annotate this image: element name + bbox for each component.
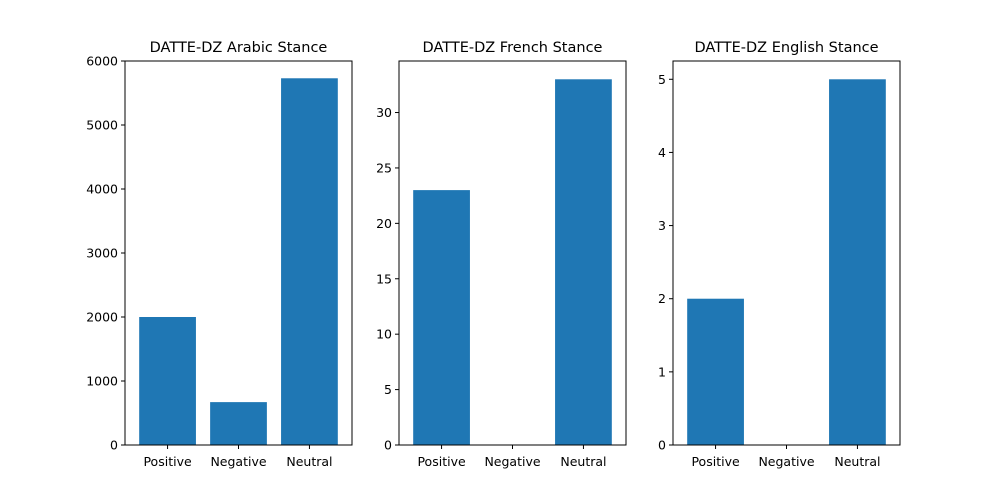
axes-frame xyxy=(398,60,627,446)
x-tick-label: Negative xyxy=(758,454,814,469)
x-tick-label: Positive xyxy=(691,454,739,469)
y-tick-label: 3 xyxy=(658,218,666,233)
y-tick-label: 0 xyxy=(658,438,666,453)
y-tick-label: 2000 xyxy=(86,310,118,325)
chart-french: Positive Negative Neutral 0 5 10 15 20 25 30 DATTE… xyxy=(376,40,627,469)
axes-frame xyxy=(672,60,901,446)
y-tick-label: 4000 xyxy=(86,182,118,197)
x-tick-label: Positive xyxy=(143,454,191,469)
bar-neutral xyxy=(555,79,612,445)
y-tick-label: 0 xyxy=(110,438,118,453)
y-tick-label: 20 xyxy=(376,216,392,231)
x-tick-label: Neutral xyxy=(286,454,332,469)
y-tick-label: 5000 xyxy=(86,118,118,133)
y-tick-label: 1 xyxy=(658,364,666,379)
x-tick-label: Positive xyxy=(417,454,465,469)
bar-positive xyxy=(139,317,196,445)
bar-neutral xyxy=(281,78,338,445)
y-tick-label: 10 xyxy=(376,327,392,342)
y-tick-label: 3000 xyxy=(86,246,118,261)
y-tick-label: 5 xyxy=(384,382,392,397)
chart-title: DATTE-DZ French Stance xyxy=(423,40,603,56)
x-tick-label: Negative xyxy=(210,454,266,469)
chart-arabic: Positive Negative Neutral 0 1000 2000 3000 4000… xyxy=(86,40,353,469)
y-tick-label: 4 xyxy=(658,145,666,160)
y-tick-label: 1000 xyxy=(86,374,118,389)
y-tick-label: 0 xyxy=(384,438,392,453)
y-tick-label: 30 xyxy=(376,105,392,120)
bar-positive xyxy=(687,298,744,445)
y-tick-label: 25 xyxy=(376,160,392,175)
x-tick-label: Neutral xyxy=(560,454,606,469)
chart-title: DATTE-DZ Arabic Stance xyxy=(150,40,328,56)
x-tick-label: Negative xyxy=(484,454,540,469)
y-tick-label: 6000 xyxy=(86,54,118,69)
x-tick-label: Neutral xyxy=(834,454,880,469)
y-tick-label: 5 xyxy=(658,72,666,87)
bar-positive xyxy=(413,190,470,445)
chart-title: DATTE-DZ English Stance xyxy=(694,40,878,56)
axes-frame xyxy=(124,60,353,446)
y-tick-label: 2 xyxy=(658,291,666,306)
y-tick-label: 15 xyxy=(376,271,392,286)
bar-negative xyxy=(210,402,267,445)
chart-english: Positive Negative Neutral 0 1 2 3 4 5 DATTE-DZ En… xyxy=(658,40,901,469)
bar-neutral xyxy=(829,79,886,445)
